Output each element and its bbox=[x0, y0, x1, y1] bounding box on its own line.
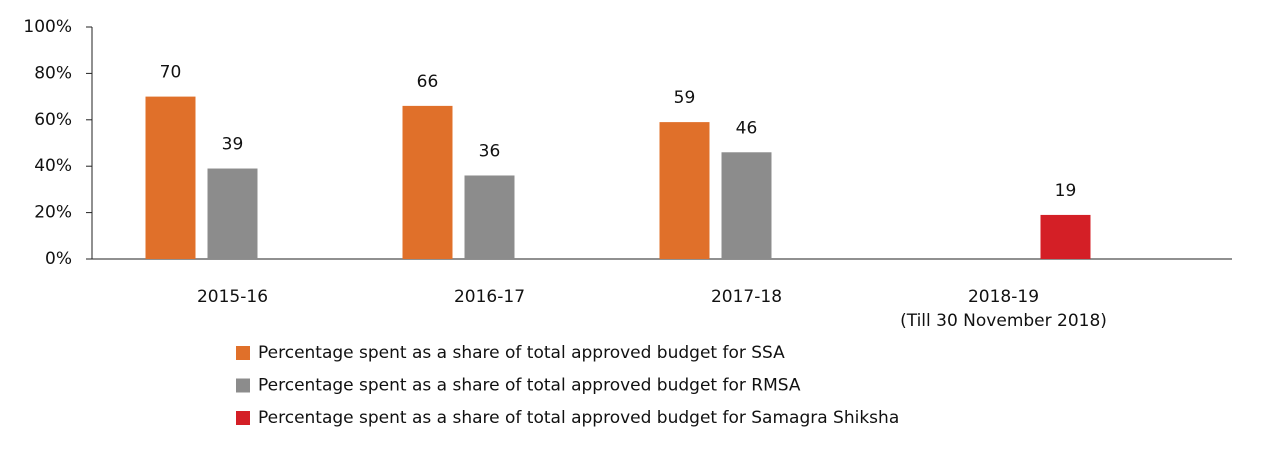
bar bbox=[464, 175, 515, 259]
bar bbox=[145, 96, 196, 259]
legend-swatch bbox=[236, 346, 250, 360]
data-label: 39 bbox=[222, 135, 244, 155]
legend-swatch bbox=[236, 411, 250, 425]
bar bbox=[1040, 214, 1091, 259]
bar bbox=[659, 122, 710, 260]
data-label: 19 bbox=[1055, 181, 1077, 201]
bar bbox=[207, 168, 258, 259]
legend-swatch bbox=[236, 378, 250, 393]
data-label: 70 bbox=[160, 63, 182, 83]
x-tick-label: 2018-19 (Till 30 November 2018) bbox=[900, 287, 1107, 331]
y-tick-label: 80% bbox=[34, 63, 72, 83]
y-tick-label: 100% bbox=[23, 17, 72, 37]
legend-label: Percentage spent as a share of total app… bbox=[258, 343, 785, 363]
data-label: 36 bbox=[479, 141, 501, 161]
data-label: 59 bbox=[674, 88, 696, 108]
legend-label: Percentage spent as a share of total app… bbox=[258, 408, 899, 428]
y-tick-label: 20% bbox=[34, 203, 72, 223]
y-tick-label: 40% bbox=[34, 156, 72, 176]
y-tick-label: 0% bbox=[45, 249, 72, 269]
legend-label: Percentage spent as a share of total app… bbox=[258, 376, 801, 396]
x-tick-label: 2017-18 bbox=[711, 287, 782, 307]
data-label: 46 bbox=[736, 118, 758, 138]
x-tick-label: 2016-17 bbox=[454, 287, 525, 307]
bar bbox=[721, 152, 772, 259]
y-tick-label: 60% bbox=[34, 110, 72, 130]
bar bbox=[402, 105, 453, 259]
x-tick-label: 2015-16 bbox=[197, 287, 268, 307]
data-label: 66 bbox=[417, 72, 439, 92]
